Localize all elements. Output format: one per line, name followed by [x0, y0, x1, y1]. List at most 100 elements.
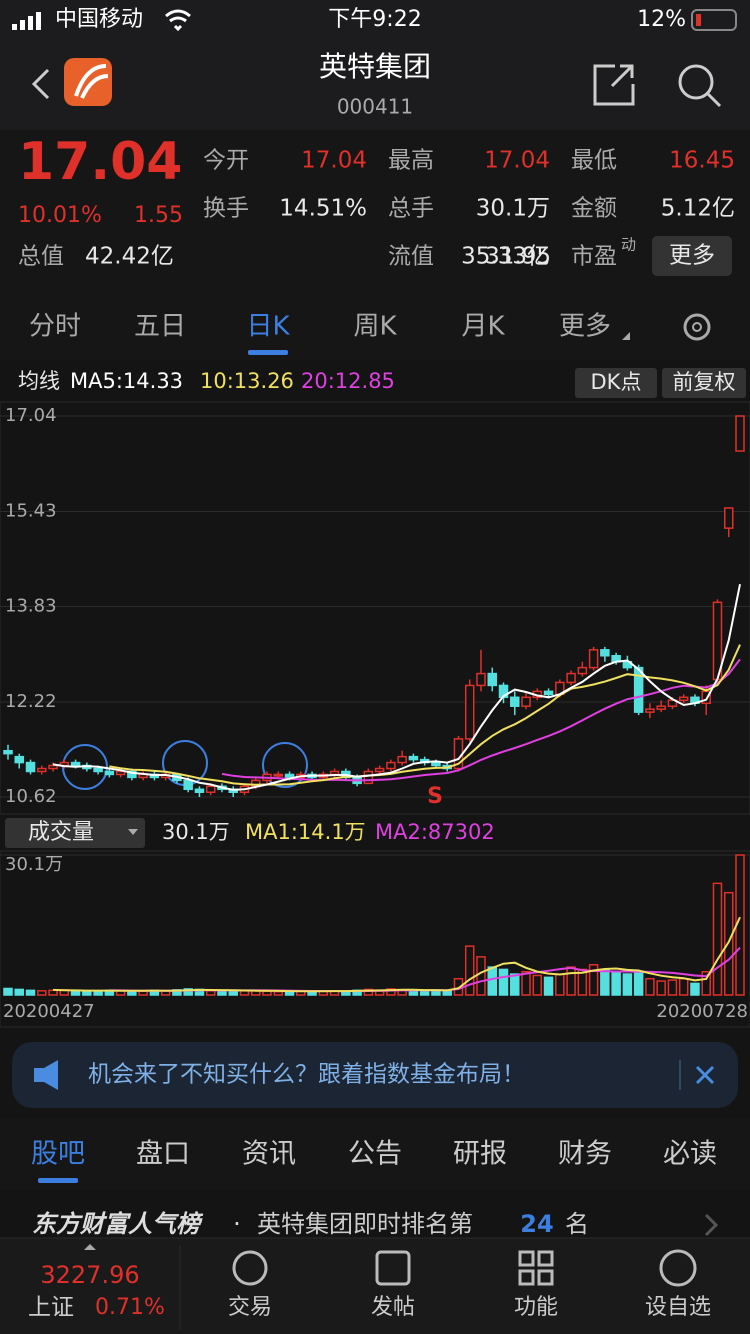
field-value: 16.45: [669, 148, 735, 174]
field-value: 31.95: [485, 244, 551, 270]
volume-bar: [476, 956, 486, 996]
candle-body: [735, 415, 745, 452]
news-arrow[interactable]: [704, 1213, 719, 1237]
nav-icon-watchlist[interactable]: [659, 1249, 697, 1287]
candle-body: [510, 696, 520, 707]
search-button[interactable]: [706, 92, 722, 108]
banner-close[interactable]: [695, 1065, 715, 1085]
nav-icon-trade[interactable]: [232, 1250, 268, 1286]
nav-label[interactable]: 功能: [514, 1295, 558, 1320]
y-tick-label: 15.43: [5, 501, 57, 522]
volume-ma1-line: [52, 916, 741, 993]
ma-legend: 10:13.26: [200, 369, 294, 393]
more-button[interactable]: [652, 236, 732, 276]
candle-body: [645, 708, 655, 713]
candle-body: [284, 773, 295, 779]
volume-bar: [588, 964, 599, 996]
back-button[interactable]: [31, 68, 50, 100]
candle-body: [37, 767, 47, 773]
candle-body: [93, 767, 103, 773]
field-value: 17.04: [484, 148, 550, 174]
candle-body: [397, 755, 407, 764]
volume-bar: [521, 970, 531, 996]
active-tab-indicator: [248, 350, 288, 355]
field-label: 总值: [18, 244, 64, 270]
section-tab[interactable]: 财务: [558, 1139, 612, 1170]
volume-bar: [487, 966, 497, 996]
banner[interactable]: [12, 1042, 738, 1108]
section-tabs-bg: [0, 1118, 750, 1190]
banner-text[interactable]: 机会来了不知买什么？跟着指数基金布局！: [88, 1062, 525, 1088]
section-tab[interactable]: 研报: [453, 1139, 507, 1170]
dk-button-label[interactable]: DK点: [591, 370, 642, 394]
candle-body: [487, 672, 497, 687]
candle-body: [667, 699, 678, 707]
period-tab[interactable]: 日K: [246, 312, 290, 342]
field-label: 换手: [203, 196, 249, 222]
volume-bar: [667, 979, 678, 996]
candle-body: [656, 705, 666, 710]
period-tab[interactable]: 周K: [353, 312, 397, 342]
field-label-sup: 动: [621, 236, 636, 254]
search-button[interactable]: [678, 64, 714, 100]
candle-body: [386, 761, 396, 770]
battery-icon: [691, 9, 737, 31]
field-label: 金额: [571, 196, 617, 222]
chart-event-marker[interactable]: [62, 744, 108, 790]
volume-bar: [25, 989, 36, 996]
ma-legend: MA5:14.33: [70, 369, 183, 393]
volume-bar: [205, 990, 216, 996]
nav-label[interactable]: 设自选: [645, 1295, 711, 1320]
nav-label[interactable]: 交易: [228, 1295, 272, 1320]
candle-body: [600, 649, 610, 657]
section-tab[interactable]: 盘口: [136, 1139, 190, 1170]
signal-label: S: [427, 784, 443, 809]
battery-percent: 12%: [637, 7, 686, 32]
wifi-icon: [165, 9, 191, 32]
volume-legend-label[interactable]: 成交量: [28, 820, 94, 845]
field-value: 17.04: [301, 148, 367, 174]
candle-body: [476, 672, 486, 687]
news-rank: 24: [520, 1210, 553, 1238]
section-tab[interactable]: 资讯: [242, 1139, 296, 1170]
expand-arrow[interactable]: [84, 1244, 96, 1250]
adjust-button-label[interactable]: 前复权: [673, 370, 736, 394]
candle-body: [104, 770, 115, 776]
volume-bar: [543, 976, 554, 996]
more-button-label[interactable]: 更多: [669, 243, 715, 269]
dk-button[interactable]: [575, 368, 657, 398]
volume-bar: [678, 977, 689, 996]
settings-button[interactable]: [683, 313, 711, 341]
period-tab[interactable]: 五日: [134, 312, 186, 342]
candle-body: [374, 767, 385, 773]
indicator-select[interactable]: [5, 818, 145, 848]
share-button[interactable]: [593, 64, 635, 106]
nav-icon-post[interactable]: [375, 1250, 411, 1286]
quote-bg: [0, 131, 750, 291]
candle-body: [14, 755, 25, 764]
section-tab[interactable]: 公告: [348, 1139, 402, 1170]
volume-bar: [600, 968, 610, 996]
adjust-button[interactable]: [662, 368, 746, 398]
volume-bar: [48, 989, 58, 996]
volume-bar: [386, 988, 396, 996]
candle-body: [431, 761, 441, 767]
nav-label[interactable]: 发帖: [371, 1295, 415, 1320]
chart-event-marker[interactable]: [262, 742, 308, 788]
period-tab[interactable]: 分时: [29, 312, 81, 342]
period-tab[interactable]: 月K: [461, 312, 505, 342]
section-tab[interactable]: 必读: [663, 1139, 717, 1170]
volume-bar: [622, 973, 633, 996]
candle-body: [70, 761, 81, 767]
y-tick-label: 10.62: [5, 786, 57, 807]
index-value: 3227.96: [40, 1261, 139, 1289]
nav-icon-function[interactable]: [518, 1250, 554, 1286]
y-tick-label: 17.04: [5, 405, 57, 426]
volume-bar: [723, 891, 734, 996]
volume-ma-legend: MA2:87302: [375, 820, 495, 844]
volume-bar: [419, 990, 430, 996]
period-tab[interactable]: 更多: [559, 312, 611, 342]
section-tab[interactable]: 股吧: [31, 1139, 85, 1170]
field-value: 14.51%: [279, 196, 367, 222]
candle-body: [723, 507, 734, 529]
